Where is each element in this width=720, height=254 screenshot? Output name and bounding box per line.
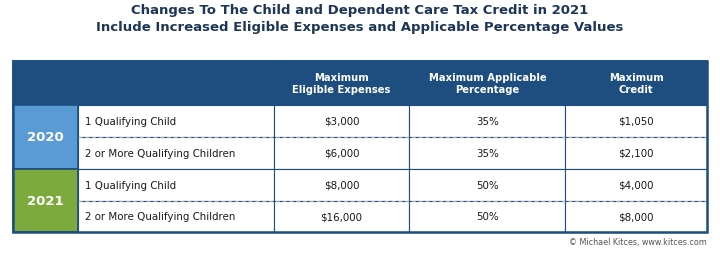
Text: $1,050: $1,050 bbox=[618, 117, 654, 126]
Text: $8,000: $8,000 bbox=[618, 212, 654, 221]
Text: $8,000: $8,000 bbox=[324, 180, 359, 190]
Bar bbox=[13, 106, 78, 169]
Text: Maximum Applicable
Percentage: Maximum Applicable Percentage bbox=[428, 73, 546, 95]
Text: $4,000: $4,000 bbox=[618, 180, 654, 190]
Text: $6,000: $6,000 bbox=[324, 148, 359, 158]
Text: 2020: 2020 bbox=[27, 131, 63, 144]
Bar bbox=[13, 169, 78, 232]
Text: 2 or More Qualifying Children: 2 or More Qualifying Children bbox=[86, 212, 235, 221]
Text: 35%: 35% bbox=[476, 117, 499, 126]
Text: Maximum
Credit: Maximum Credit bbox=[609, 73, 664, 95]
Text: 2021: 2021 bbox=[27, 194, 63, 207]
Text: 50%: 50% bbox=[476, 180, 499, 190]
Text: 1 Qualifying Child: 1 Qualifying Child bbox=[86, 180, 176, 190]
Text: $2,100: $2,100 bbox=[618, 148, 654, 158]
Text: Maximum
Eligible Expenses: Maximum Eligible Expenses bbox=[292, 73, 391, 95]
Text: 35%: 35% bbox=[476, 148, 499, 158]
Text: © Michael Kitces, www.kitces.com: © Michael Kitces, www.kitces.com bbox=[570, 237, 707, 246]
Text: Changes To The Child and Dependent Care Tax Credit in 2021
Include Increased Eli: Changes To The Child and Dependent Care … bbox=[96, 4, 624, 34]
Text: 1 Qualifying Child: 1 Qualifying Child bbox=[86, 117, 176, 126]
Text: 2 or More Qualifying Children: 2 or More Qualifying Children bbox=[86, 148, 235, 158]
Text: $3,000: $3,000 bbox=[324, 117, 359, 126]
Text: 50%: 50% bbox=[476, 212, 499, 221]
Text: $16,000: $16,000 bbox=[320, 212, 363, 221]
